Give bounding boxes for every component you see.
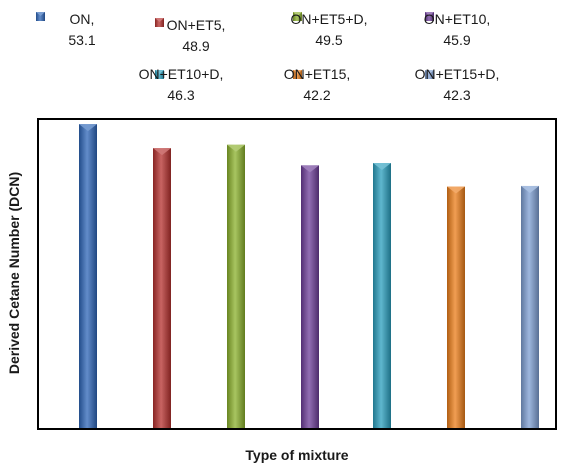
legend-label-on-et15-d: ON+ET15+D, — [415, 66, 500, 82]
bar-cap-on-et5-d — [227, 144, 245, 152]
legend-item-on-et5-d: ON+ET5+D, 49.5 — [290, 11, 367, 48]
legend-label-on-et15: ON+ET15, — [284, 66, 351, 82]
legend-marker-on-et10 — [425, 12, 434, 21]
bar-cap-on-et10 — [301, 165, 319, 173]
legend-marker-on-et5 — [155, 18, 164, 27]
bar-on-et5-d — [227, 144, 245, 428]
bar-on-et5 — [153, 148, 171, 428]
legend-label-on-et10: ON+ET10, — [424, 11, 491, 27]
bar-on-et15-d — [521, 185, 539, 428]
legend-item-on-et10: ON+ET10, 45.9 — [424, 11, 491, 48]
plot-area-frame — [37, 118, 557, 430]
bar-on — [79, 124, 97, 429]
bar-cap-on-et10-d — [373, 163, 391, 171]
x-axis-title: Type of mixture — [245, 447, 348, 463]
legend-label-on-et5-d: ON+ET5+D, — [290, 11, 367, 27]
legend-value-on: 53.1 — [68, 32, 95, 48]
legend-value-on-et15: 42.2 — [303, 87, 330, 103]
legend-label-on: ON, — [70, 11, 95, 27]
bar-cap-on-et15-d — [521, 185, 539, 193]
legend-item-on-et5: ON+ET5, 48.9 — [155, 17, 225, 54]
legend-value-on-et10-d: 46.3 — [167, 87, 194, 103]
bar-on-et15 — [447, 186, 465, 428]
legend-marker-on-et15 — [293, 70, 302, 79]
legend-value-on-et5: 48.9 — [182, 38, 209, 54]
legend-marker-on-et15-d — [425, 70, 434, 79]
legend-value-on-et10: 45.9 — [443, 32, 470, 48]
bar-on-et10 — [301, 165, 319, 428]
legend-item-on: ON, 53.1 — [36, 11, 96, 48]
legend: ON, 53.1 ON+ET5, 48.9 ON+ET5+D, 49.5 ON+ET10, 4… — [36, 11, 499, 103]
y-axis-title: Derived Cetane Number (DCN) — [6, 172, 22, 374]
bar-cap-on-et15 — [447, 186, 465, 194]
legend-item-on-et15: ON+ET15, 42.2 — [284, 66, 351, 103]
bar-cap-on-et5 — [153, 148, 171, 156]
bar-cap-on — [79, 124, 97, 132]
legend-label-on-et5: ON+ET5, — [167, 17, 226, 33]
legend-item-on-et15-d: ON+ET15+D, 42.3 — [415, 66, 500, 103]
bars-group — [79, 124, 539, 429]
legend-value-on-et5-d: 49.5 — [315, 32, 342, 48]
legend-value-on-et15-d: 42.3 — [443, 87, 470, 103]
legend-label-on-et10-d: ON+ET10+D, — [139, 66, 224, 82]
legend-item-on-et10-d: ON+ET10+D, 46.3 — [139, 66, 224, 103]
legend-marker-on-et10-d — [155, 70, 164, 79]
legend-marker-on-et5-d — [293, 12, 302, 21]
bar-on-et10-d — [373, 163, 391, 429]
legend-marker-on — [36, 12, 45, 21]
